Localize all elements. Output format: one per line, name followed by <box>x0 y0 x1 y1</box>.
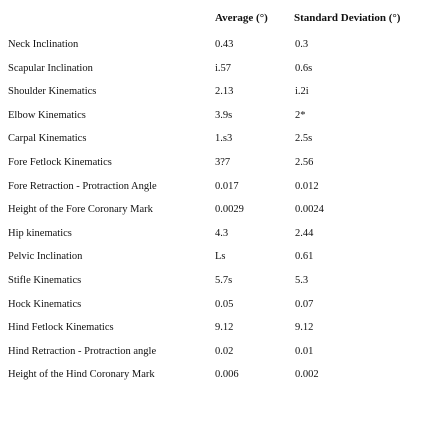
row-value: 0.01 <box>295 345 314 357</box>
row-value: Ls <box>215 251 226 263</box>
row-value: 0.0024 <box>295 204 324 216</box>
row-value: 1.s3 <box>215 133 233 145</box>
row-label: Scapular Inclination <box>8 62 93 74</box>
row-value: 0.002 <box>295 369 319 381</box>
row-label: Stifle Kinematics <box>8 275 82 286</box>
row-value: 0.02 <box>215 345 234 357</box>
header-std: Standard Deviation (°) <box>294 12 401 24</box>
row-label: Fore Fetlock Kinematics <box>8 157 112 168</box>
row-value: 0.017 <box>215 180 239 192</box>
row-value: 0.43 <box>215 39 234 50</box>
row-value: 0.012 <box>295 180 319 192</box>
row-value: 2.44 <box>295 227 314 239</box>
row-value: 0.006 <box>215 369 239 381</box>
row-label: Pelvic Inclination <box>8 251 83 263</box>
row-label: Hind Fetlock Kinematics <box>8 322 114 334</box>
row-value: 3.9s <box>215 109 233 121</box>
row-value: 3?7 <box>215 157 231 168</box>
row-label: Hock Kinematics <box>8 298 82 310</box>
row-value: 0.05 <box>215 298 234 310</box>
row-label: Height of the Fore Coronary Mark <box>8 204 153 216</box>
row-value: 2.5s <box>295 133 313 145</box>
row-value: 9.12 <box>295 322 314 334</box>
row-value: 0.61 <box>295 251 314 263</box>
row-value: i.57 <box>215 62 232 74</box>
row-label: Fore Retraction - Protraction Angle <box>8 180 157 192</box>
row-label: Shoulder Kinematics <box>8 86 97 98</box>
row-value: 2.56 <box>295 157 314 168</box>
header-average: Average (°) <box>215 12 268 24</box>
row-value: i.2i <box>295 86 309 98</box>
row-label: Carpal Kinematics <box>8 133 87 145</box>
row-value: 5.7s <box>215 275 233 286</box>
row-label: Hind Retraction - Protraction angle <box>8 345 157 357</box>
row-label: Hip kinematics <box>8 227 72 239</box>
row-label: Neck Inclination <box>8 39 79 50</box>
row-value: 4.3 <box>215 227 229 239</box>
row-value: 0.0029 <box>215 204 244 216</box>
row-value: 0.07 <box>295 298 314 310</box>
row-label: Elbow Kinematics <box>8 109 86 121</box>
row-value: 2* <box>295 109 306 121</box>
row-value: 9.12 <box>215 322 234 334</box>
row-value: 2.13 <box>215 86 234 98</box>
row-value: 0.3 <box>295 39 309 50</box>
row-value: 0.6s <box>295 62 313 74</box>
row-label: Height of the Hind Coronary Mark <box>8 369 155 381</box>
row-value: 5.3 <box>295 275 309 286</box>
